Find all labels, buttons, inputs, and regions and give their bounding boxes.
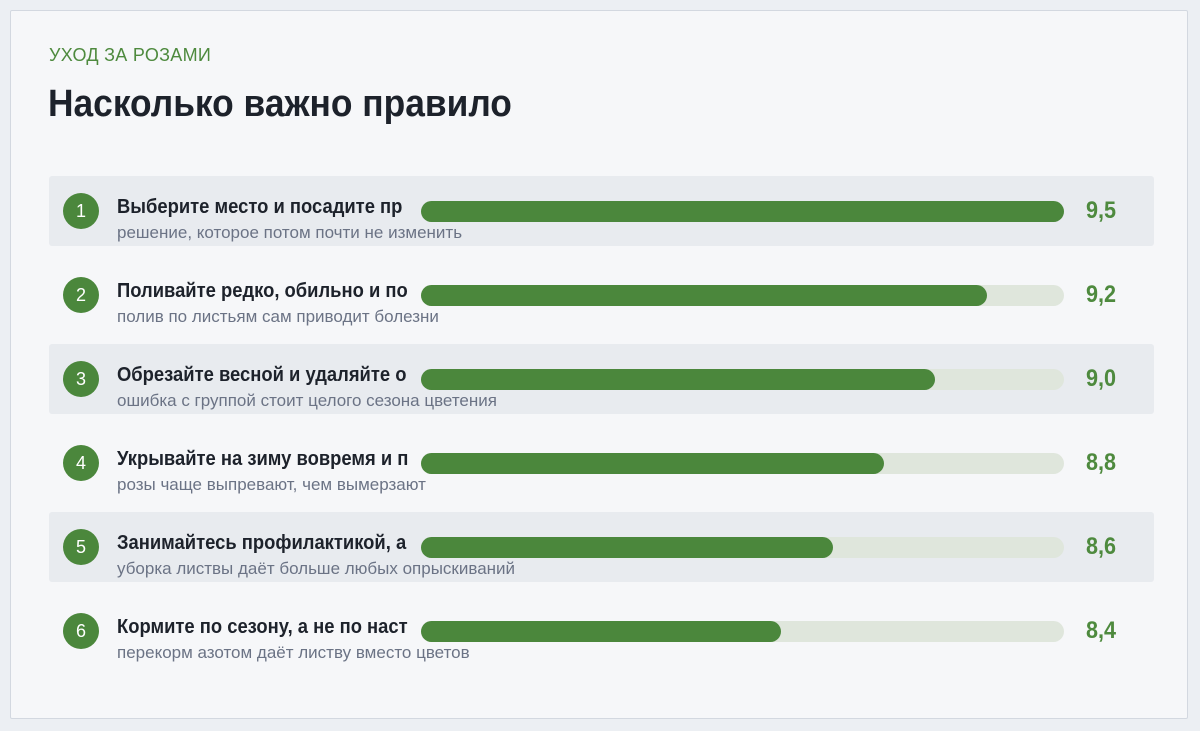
rank-badge: 2 — [63, 277, 99, 313]
bar-track — [421, 285, 1064, 306]
bar-track — [421, 621, 1064, 642]
bar-rows: 1 Выберите место и посадите пр решение, ко… — [49, 176, 1154, 680]
value-label: 8,6 — [1086, 533, 1117, 560]
bar-row: 4 Укрывайте на зиму вовремя и п розы чаще … — [49, 428, 1154, 498]
bar-track — [421, 537, 1064, 558]
rank-badge: 4 — [63, 445, 99, 481]
bar — [421, 285, 987, 306]
rank-badge: 3 — [63, 361, 99, 397]
bar-row: 6 Кормите по сезону, а не по наст перекорм… — [49, 596, 1154, 666]
value-label: 8,4 — [1086, 617, 1117, 644]
category-label: Поливайте редко, обильно и по — [117, 280, 408, 302]
rank-badge: 5 — [63, 529, 99, 565]
chart-card: УХОД ЗА РОЗАМИ Насколько важно правило 1… — [10, 10, 1188, 719]
bar-row: 1 Выберите место и посадите пр решение, ко… — [49, 176, 1154, 246]
rank-badge: 1 — [63, 193, 99, 229]
chart-title: Насколько важно правило — [48, 83, 512, 125]
value-label: 8,8 — [1086, 449, 1117, 476]
category-label: Обрезайте весной и удаляйте о — [117, 364, 407, 386]
value-label: 9,2 — [1086, 281, 1117, 308]
category-label: Укрывайте на зиму вовремя и п — [117, 448, 409, 470]
bar — [421, 453, 884, 474]
category-note: полив по листьям сам приводит болезни — [117, 307, 439, 326]
value-label: 9,0 — [1086, 365, 1117, 392]
bar — [421, 369, 936, 390]
bar-row: 3 Обрезайте весной и удаляйте о ошибка с г… — [49, 344, 1154, 414]
value-label: 9,5 — [1086, 197, 1117, 224]
bar-track — [421, 201, 1064, 222]
bar-row: 2 Поливайте редко, обильно и по полив по л… — [49, 260, 1154, 330]
category-label: Кормите по сезону, а не по наст — [117, 616, 408, 638]
category-note: розы чаще выпревают, чем вымерзают — [117, 475, 426, 494]
bar-track — [421, 369, 1064, 390]
bar — [421, 621, 782, 642]
category-label: Выберите место и посадите пр — [117, 196, 403, 218]
bar-row: 5 Занимайтесь профилактикой, а уборка лист… — [49, 512, 1154, 582]
bar — [421, 201, 1064, 222]
category-note: перекорм азотом даёт листву вместо цвето… — [117, 643, 470, 662]
bar — [421, 537, 833, 558]
category-note: решение, которое потом почти не изменить — [117, 223, 463, 242]
category-note: ошибка с группой стоит целого сезона цве… — [117, 391, 497, 410]
chart-eyebrow: УХОД ЗА РОЗАМИ — [49, 45, 212, 65]
bar-track — [421, 453, 1064, 474]
category-label: Занимайтесь профилактикой, а — [117, 532, 407, 554]
rank-badge: 6 — [63, 613, 99, 649]
category-note: уборка листвы даёт больше любых опрыскив… — [117, 559, 516, 578]
